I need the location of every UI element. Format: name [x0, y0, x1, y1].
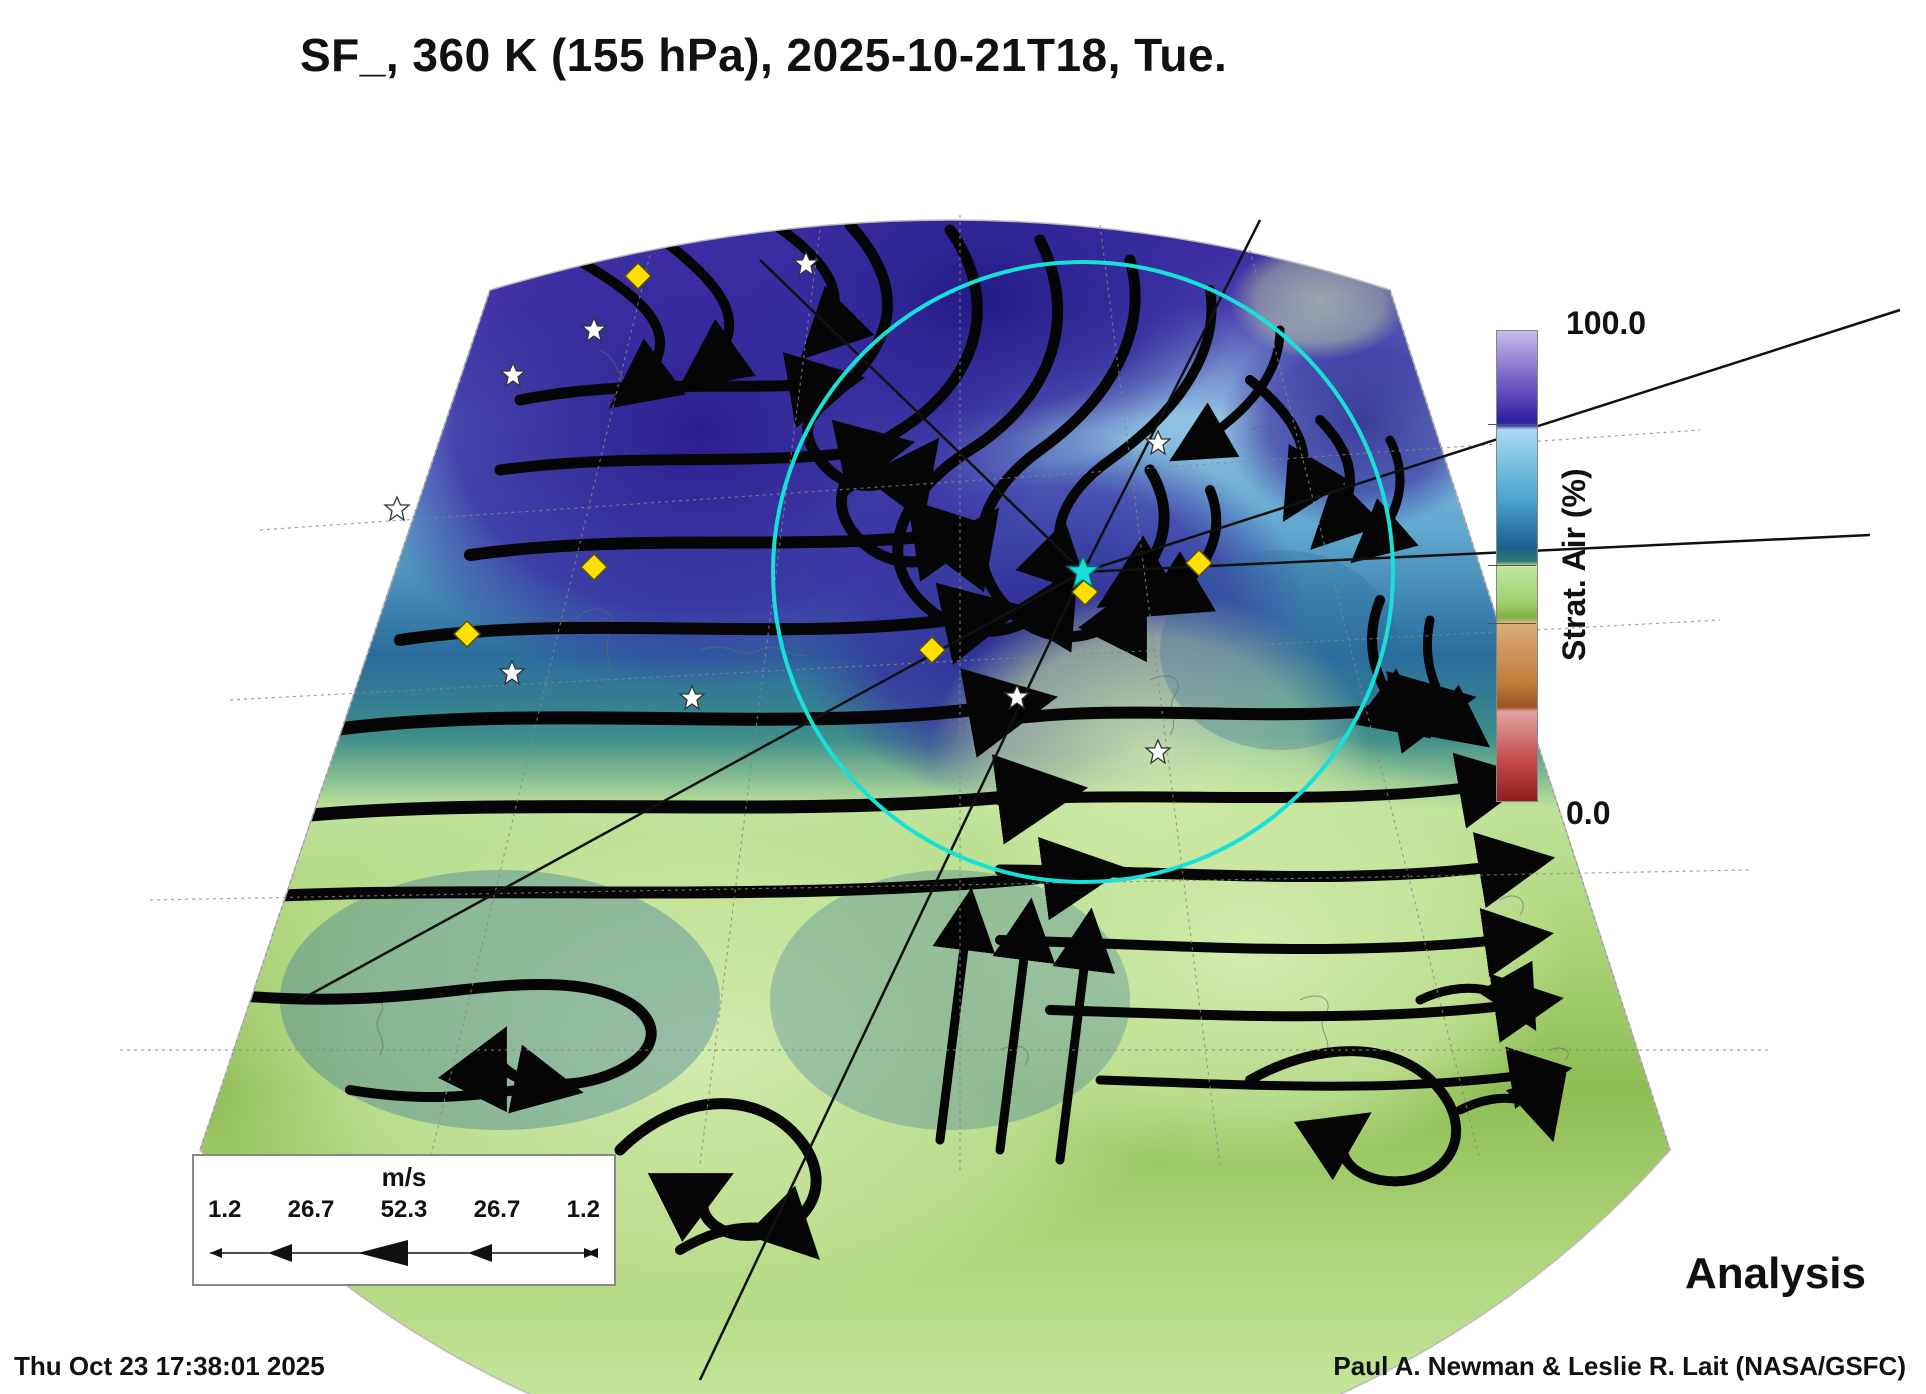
timestamp-label: Thu Oct 23 17:38:01 2025 [14, 1351, 325, 1382]
wind-legend-arrow-diagram [208, 1238, 600, 1268]
wind-legend-unit: m/s [194, 1162, 614, 1193]
wind-speed-legend: m/s 1.2 26.7 52.3 26.7 1.2 [192, 1154, 616, 1286]
wind-legend-value-4: 1.2 [567, 1196, 600, 1224]
colorbar-title-label: Strat. Air (%) [1556, 365, 1586, 765]
weather-map-analysis: { "title": "SF_, 360 K (155 hPa), 2025-1… [0, 0, 1926, 1394]
credit-label: Paul A. Newman & Leslie R. Lait (NASA/GS… [1333, 1351, 1906, 1382]
wind-legend-value-1: 26.7 [288, 1196, 335, 1224]
colorbar-max-label: 100.0 [1566, 305, 1646, 342]
colorbar-min-label: 0.0 [1566, 795, 1610, 832]
wind-legend-value-2: 52.3 [381, 1196, 428, 1224]
wind-legend-value-3: 26.7 [474, 1196, 521, 1224]
colorbar-legend: 100.0 0.0 Strat. Air (%) [1496, 305, 1726, 825]
colorbar-gradient [1496, 330, 1538, 802]
wind-legend-value-0: 1.2 [208, 1196, 241, 1224]
analysis-label: Analysis [1685, 1249, 1866, 1299]
